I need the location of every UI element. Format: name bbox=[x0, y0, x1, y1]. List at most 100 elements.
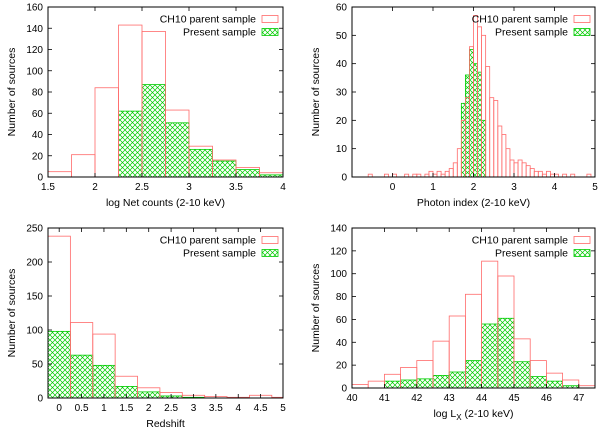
y-tick-label: 100 bbox=[26, 326, 43, 337]
parent-bar bbox=[533, 170, 539, 178]
legend-parent-swatch bbox=[261, 15, 279, 23]
x-axis-label-tail: (2-10 keV) bbox=[462, 408, 514, 420]
x-tick-label: 3.5 bbox=[209, 403, 223, 414]
x-tick-label: 3 bbox=[511, 182, 517, 193]
parent-bar bbox=[497, 125, 503, 178]
present-bar bbox=[469, 49, 474, 178]
legend-parent-swatch bbox=[573, 236, 591, 244]
panel-luminosity: 0 20 40 60 80 100 120 140 40 41 42 43 44 45 46 47 log LX… bbox=[310, 224, 596, 422]
x-axis-label: Photon index (2-10 keV) bbox=[417, 197, 530, 209]
x-tick-label: 4.5 bbox=[254, 403, 268, 414]
y-tick-label: 50 bbox=[336, 31, 348, 42]
present-bar bbox=[235, 169, 260, 178]
parent-bar bbox=[489, 97, 495, 178]
parent-bar bbox=[452, 162, 458, 178]
present-bar bbox=[141, 84, 166, 178]
y-axis-label: Number of sources bbox=[6, 269, 18, 358]
y-tick-label: 0 bbox=[37, 394, 43, 405]
y-tick-label: 20 bbox=[336, 116, 348, 127]
y-tick-label: 20 bbox=[32, 151, 44, 162]
y-tick-label: 60 bbox=[32, 109, 44, 120]
parent-bar bbox=[505, 148, 511, 178]
parent-bar bbox=[525, 165, 531, 178]
parent-bar bbox=[517, 159, 523, 178]
x-tick-label: 3 bbox=[191, 403, 197, 414]
legend-present-swatch bbox=[573, 249, 591, 257]
panel-net-counts: 0 20 40 60 80 100 120 140 160 1.5 2 2.5 3 3.5 4 log Net… bbox=[6, 3, 286, 210]
present-bar bbox=[432, 375, 450, 389]
parent-bar bbox=[493, 100, 499, 178]
present-bar bbox=[165, 122, 190, 178]
y-tick-label: 0 bbox=[341, 384, 347, 395]
x-tick-label: 2.5 bbox=[135, 182, 149, 193]
present-bar bbox=[477, 71, 482, 178]
y-tick-label: 60 bbox=[336, 315, 348, 326]
x-tick-label: 5 bbox=[592, 182, 598, 193]
present-bar bbox=[448, 371, 466, 389]
x-tick-label: 2 bbox=[92, 182, 98, 193]
parent-bar bbox=[485, 66, 491, 178]
legend-present-label: Present sample bbox=[495, 27, 568, 39]
legend-parent-label: CH10 parent sample bbox=[160, 14, 256, 26]
x-tick-label: 0 bbox=[56, 403, 62, 414]
y-tick-label: 40 bbox=[32, 130, 44, 141]
x-tick-label: 1 bbox=[430, 182, 436, 193]
present-bar bbox=[546, 380, 564, 389]
y-tick-label: 250 bbox=[26, 224, 43, 235]
y-tick-label: 140 bbox=[26, 24, 43, 35]
y-tick-label: 40 bbox=[336, 59, 348, 70]
x-tick-label: 43 bbox=[444, 393, 456, 404]
parent-bar bbox=[47, 171, 72, 178]
parent-bar bbox=[367, 380, 385, 389]
parent-bar bbox=[351, 384, 369, 389]
legend-present-swatch bbox=[261, 249, 279, 257]
parent-bar bbox=[521, 162, 527, 178]
legend-parent-swatch bbox=[573, 15, 591, 23]
present-bar bbox=[188, 148, 213, 178]
y-tick-label: 200 bbox=[26, 258, 43, 269]
parent-bar bbox=[546, 170, 551, 178]
x-tick-label: 4 bbox=[280, 182, 286, 193]
present-bar bbox=[497, 317, 515, 389]
y-axis-label: Number of sources bbox=[6, 48, 18, 137]
parent-bar bbox=[448, 168, 454, 178]
parent-bar bbox=[444, 170, 450, 178]
x-tick-label: 3.5 bbox=[229, 182, 243, 193]
parent-bar bbox=[501, 134, 507, 178]
present-bar bbox=[416, 378, 434, 389]
y-tick-label: 100 bbox=[330, 269, 347, 280]
x-tick-label: 1.5 bbox=[41, 182, 55, 193]
panel-redshift: 0 50 100 150 200 250 0 0.5 1 1.5 2 2.5 3 3.5 4 4.5 5 Reds… bbox=[6, 224, 286, 430]
y-tick-label: 0 bbox=[37, 173, 43, 184]
legend-parent-label: CH10 parent sample bbox=[472, 14, 568, 26]
x-tick-label: 2.5 bbox=[164, 403, 178, 414]
x-axis-label-text: log L bbox=[433, 408, 456, 420]
x-axis-label-text: Redshift bbox=[146, 418, 185, 430]
x-tick-label: 4 bbox=[552, 182, 558, 193]
x-tick-label: 2 bbox=[146, 403, 152, 414]
present-bar bbox=[481, 323, 499, 389]
parent-bar bbox=[456, 148, 462, 178]
x-tick-label: 5 bbox=[280, 403, 286, 414]
present-bar bbox=[460, 102, 466, 178]
y-tick-label: 20 bbox=[336, 361, 348, 372]
x-tick-label: 46 bbox=[541, 393, 553, 404]
x-tick-label: 2 bbox=[471, 182, 477, 193]
present-bar bbox=[473, 63, 478, 178]
present-bar bbox=[481, 119, 487, 178]
present-bar bbox=[118, 110, 143, 178]
y-tick-label: 120 bbox=[26, 45, 43, 56]
x-tick-label: 4 bbox=[235, 403, 241, 414]
x-tick-label: 42 bbox=[411, 393, 423, 404]
legend-present-label: Present sample bbox=[495, 248, 568, 260]
parent-bar bbox=[529, 168, 535, 178]
y-tick-label: 50 bbox=[32, 360, 44, 371]
legend-present-label: Present sample bbox=[183, 27, 256, 39]
panel-photon-index: 0 10 20 30 40 50 60 0 1 2 3 4 5 Photon index (2-10 ke… bbox=[310, 3, 598, 210]
y-tick-label: 60 bbox=[336, 3, 348, 14]
y-tick-label: 120 bbox=[330, 246, 347, 257]
y-axis-label: Number of sources bbox=[310, 48, 322, 137]
y-tick-label: 0 bbox=[341, 173, 347, 184]
x-tick-label: 1 bbox=[101, 403, 107, 414]
